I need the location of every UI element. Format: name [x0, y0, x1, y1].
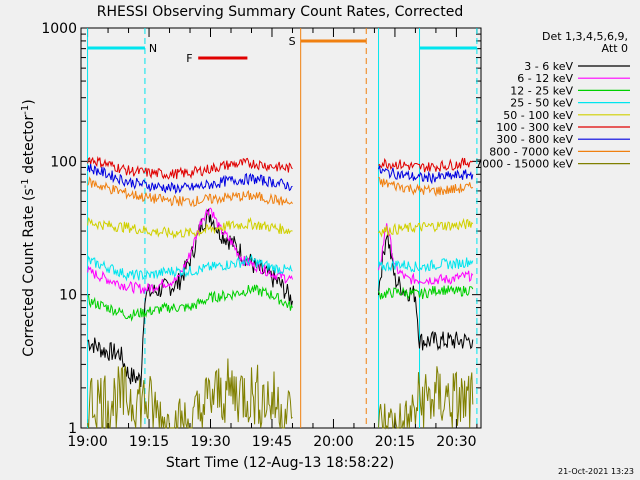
- series-line: [87, 207, 293, 295]
- series-line: [87, 155, 293, 180]
- y-tick-label: 1: [68, 421, 77, 437]
- x-tick-label: 19:45: [252, 434, 292, 450]
- ylabel-sup1: -1: [20, 178, 31, 188]
- ylabel-sup2: -1: [20, 105, 31, 115]
- series-line: [87, 254, 293, 282]
- y-tick-label: 10: [59, 288, 77, 304]
- ylabel-mid: detector: [21, 115, 37, 179]
- ylabel-end: ): [21, 99, 37, 104]
- x-tick-label: 20:15: [375, 434, 415, 450]
- series-line: [87, 176, 293, 208]
- series-line: [87, 358, 293, 430]
- y-tick-label: 100: [50, 154, 77, 170]
- plot-area: 1 10 100 1000 19:00 19:15 19:30 19:45 20:00 20:15…: [41, 21, 482, 450]
- series-line: [378, 217, 474, 238]
- legend-label: 3 - 6 keV: [524, 60, 573, 73]
- legend-label: 50 - 100 keV: [503, 109, 573, 122]
- legend-label: 6 - 12 keV: [517, 72, 573, 85]
- legend-title-line2: Att 0: [602, 42, 628, 55]
- legend-label: 7000 - 15000 keV: [475, 158, 573, 171]
- legend-label: 100 - 300 keV: [496, 121, 573, 134]
- series-line: [378, 223, 474, 286]
- series-line: [87, 284, 293, 322]
- series-line: [378, 285, 474, 300]
- series-line: [378, 257, 474, 273]
- series-line: [87, 208, 293, 388]
- series-line: [378, 176, 474, 198]
- legend-label: 800 - 7000 keV: [489, 145, 573, 158]
- ylabel-main: Corrected Count Rate (s: [21, 188, 37, 356]
- x-tick-label: 19:30: [190, 434, 230, 450]
- flag-label-n: N: [149, 42, 157, 55]
- legend-label: 300 - 800 keV: [496, 133, 573, 146]
- y-axis-label: Corrected Count Rate (s-1 detector-1): [20, 99, 37, 356]
- x-tick-label: 20:30: [436, 434, 476, 450]
- x-tick-label: 20:00: [313, 434, 353, 450]
- flag-label-f: F: [186, 52, 192, 65]
- legend-label: 25 - 50 keV: [510, 97, 573, 110]
- series-line: [87, 164, 293, 195]
- x-tick-label: 19:00: [67, 434, 107, 450]
- series-line: [378, 233, 474, 352]
- chart-title: RHESSI Observing Summary Count Rates, Co…: [97, 4, 463, 20]
- legend-label: 12 - 25 keV: [510, 84, 573, 97]
- timestamp: 21-Oct-2021 13:23: [558, 467, 634, 476]
- plot-frame: [80, 27, 482, 429]
- legend-title-line1: Det 1,3,4,5,6,9,: [542, 30, 628, 43]
- x-axis-label: Start Time (12-Aug-13 18:58:22): [166, 455, 394, 471]
- flag-label-s: S: [289, 35, 296, 48]
- series-line: [378, 157, 474, 173]
- series-line: [378, 366, 474, 430]
- y-tick-label: 1000: [41, 21, 77, 37]
- series-line: [87, 216, 293, 240]
- series-line: [378, 165, 474, 185]
- x-tick-label: 19:15: [129, 434, 169, 450]
